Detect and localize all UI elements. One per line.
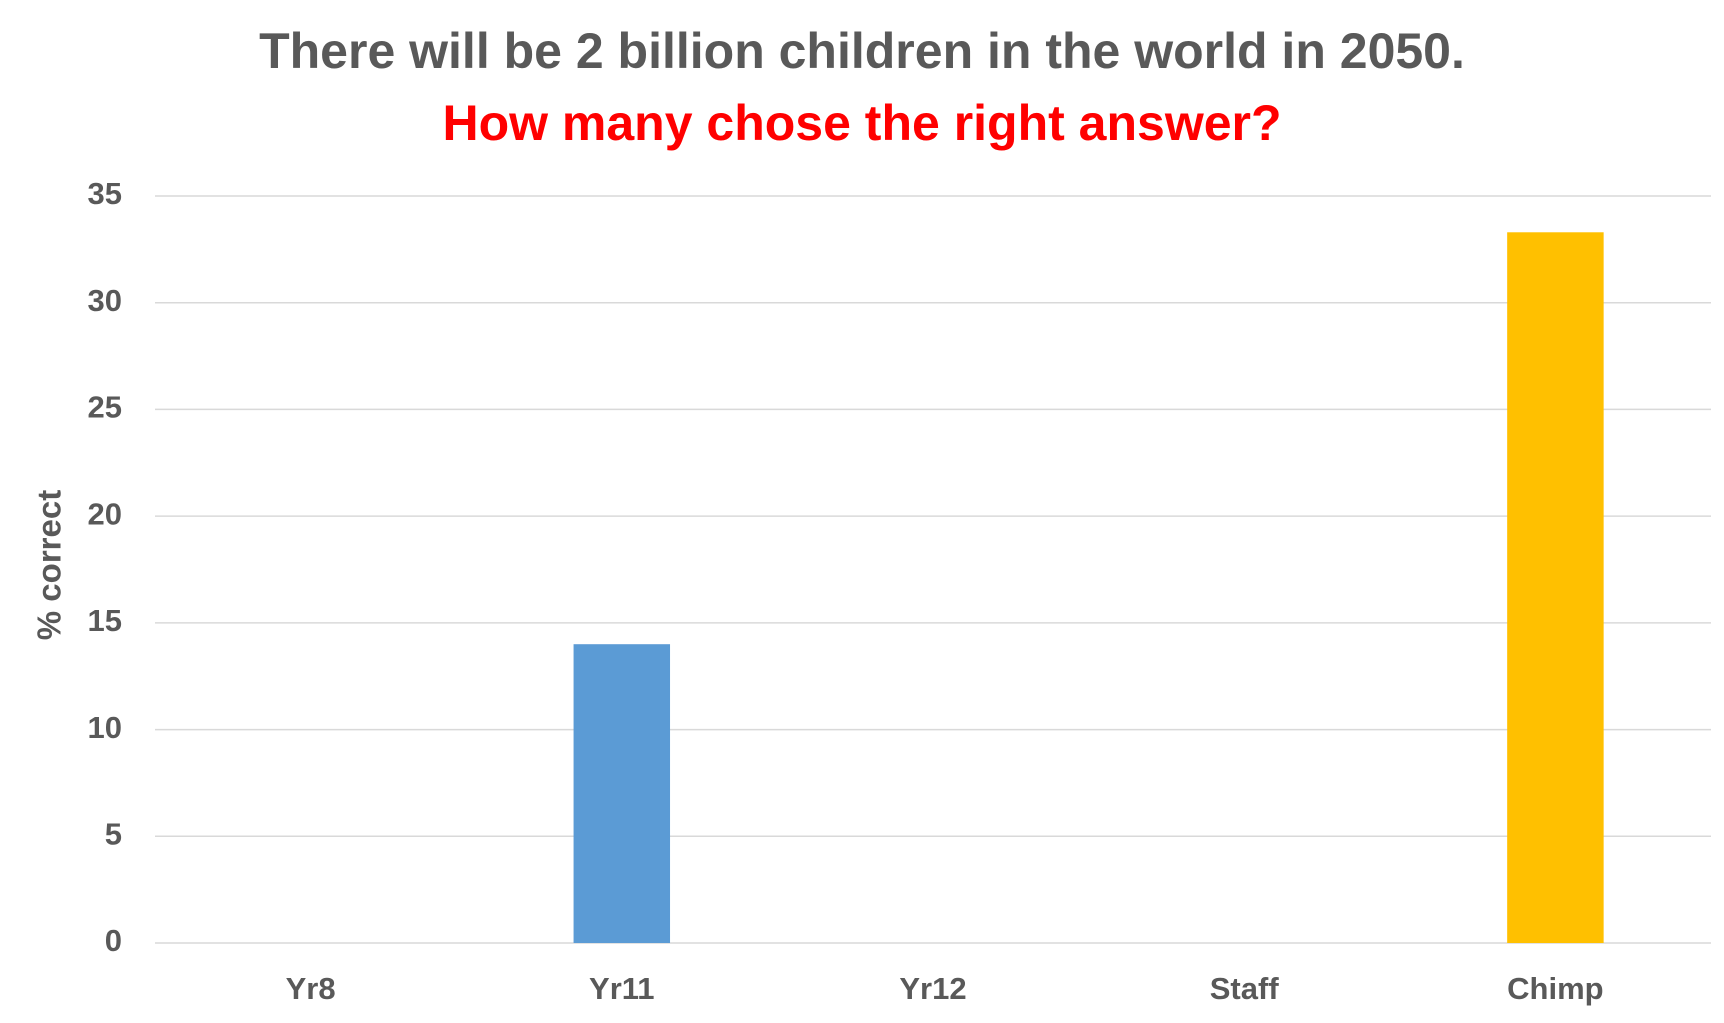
bar	[573, 644, 671, 943]
y-tick-label: 5	[105, 816, 122, 851]
y-tick-label: 0	[105, 923, 122, 958]
chart-subtitle: How many chose the right answer?	[442, 95, 1281, 151]
y-axis-label: % correct	[31, 490, 68, 640]
x-tick-label: Chimp	[1507, 971, 1603, 1006]
y-tick-label: 10	[88, 710, 122, 745]
bar	[1507, 232, 1604, 944]
x-tick-label: Yr12	[899, 971, 966, 1006]
y-tick-label: 30	[88, 283, 122, 318]
x-tick-label: Yr11	[589, 971, 655, 1006]
chart-title: There will be 2 billion children in the …	[259, 23, 1465, 79]
y-tick-label: 15	[88, 603, 122, 638]
y-tick-label: 35	[88, 176, 122, 211]
y-tick-label: 20	[88, 496, 122, 531]
y-tick-label: 25	[88, 390, 122, 425]
x-tick-label: Staff	[1210, 971, 1280, 1006]
x-tick-label: Yr8	[286, 971, 336, 1006]
